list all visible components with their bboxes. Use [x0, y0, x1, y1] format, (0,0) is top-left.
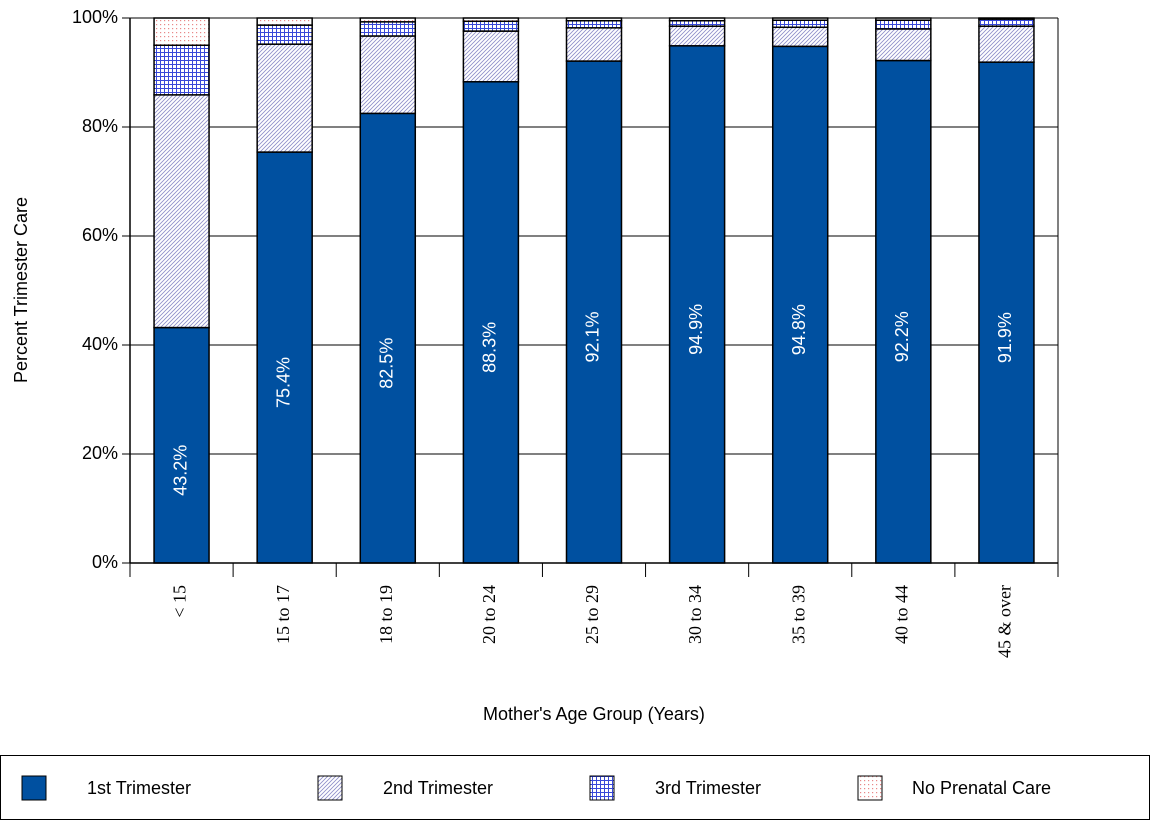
- value-label: 88.3%: [480, 322, 500, 373]
- value-label: 91.9%: [995, 312, 1015, 363]
- legend-box: [0, 755, 1150, 820]
- legend-swatch: [589, 775, 615, 801]
- bar-segment: [978, 17, 1035, 20]
- bar-segment: [462, 30, 520, 83]
- bar-segment: [359, 17, 417, 23]
- y-tick-label: 60%: [82, 225, 118, 245]
- legend-swatch: [317, 775, 343, 801]
- y-tick-label: 0%: [92, 552, 118, 572]
- x-tick-label: 20 to 24: [479, 585, 499, 644]
- legend-label: 2nd Trimester: [383, 778, 493, 798]
- bar-segment: [875, 19, 932, 30]
- value-label: 82.5%: [377, 338, 397, 389]
- bar-segment: [875, 28, 932, 62]
- bar-segment: [462, 17, 520, 23]
- x-tick-label: 15 to 17: [273, 585, 293, 644]
- y-axis-label: Percent Trimester Care: [11, 197, 31, 383]
- x-tick-label: 30 to 34: [685, 585, 705, 644]
- bar-segment: [668, 25, 726, 47]
- bar-segment: [771, 17, 829, 21]
- x-tick-label: 18 to 19: [376, 585, 396, 644]
- value-label: 92.2%: [892, 311, 912, 362]
- bar-segment: [565, 17, 623, 22]
- bar-segment: [359, 21, 417, 37]
- bar-segment: [153, 44, 210, 96]
- y-tick-label: 80%: [82, 116, 118, 136]
- legend-label: 3rd Trimester: [655, 778, 761, 798]
- bar-segment: [256, 24, 313, 45]
- bar-segment: [668, 17, 726, 22]
- y-tick-label: 40%: [82, 334, 118, 354]
- legend-swatch: [21, 775, 47, 801]
- bar-segment: [771, 19, 829, 29]
- legend-swatch: [857, 775, 883, 801]
- value-label: 92.1%: [583, 312, 603, 363]
- bar-segment: [771, 26, 829, 48]
- x-tick-label: < 15: [170, 585, 190, 618]
- y-tick-label: 20%: [82, 443, 118, 463]
- x-tick-label: 35 to 39: [788, 585, 808, 644]
- bar-segment: [875, 17, 932, 21]
- bar-segment: [875, 59, 932, 564]
- bar-segment: [771, 45, 829, 564]
- bar-segment: [565, 27, 623, 62]
- x-tick-label: 40 to 44: [891, 585, 911, 644]
- bar-segment: [256, 17, 313, 26]
- bar-segment: [978, 25, 1035, 63]
- bar-segment: [359, 35, 417, 115]
- value-label: 94.8%: [789, 304, 809, 355]
- x-tick-label: 45 & over: [995, 585, 1015, 658]
- bar-segment: [565, 19, 623, 29]
- bar-segment: [462, 20, 520, 32]
- bar-segment: [978, 61, 1035, 564]
- bar-segment: [978, 18, 1035, 27]
- value-label: 94.9%: [686, 304, 706, 355]
- x-tick-label: 25 to 29: [582, 585, 602, 644]
- bar-segment: [153, 94, 210, 329]
- y-tick-label: 100%: [72, 7, 118, 27]
- x-axis-label: Mother's Age Group (Years): [483, 704, 705, 724]
- bar-segment: [668, 19, 726, 27]
- legend-label: 1st Trimester: [87, 778, 191, 798]
- bar-segment: [153, 17, 210, 46]
- bar-segment: [256, 43, 313, 153]
- value-label: 75.4%: [273, 357, 293, 408]
- bar-segment: [565, 60, 623, 564]
- legend-label: No Prenatal Care: [912, 778, 1051, 798]
- value-label: 43.2%: [170, 445, 190, 496]
